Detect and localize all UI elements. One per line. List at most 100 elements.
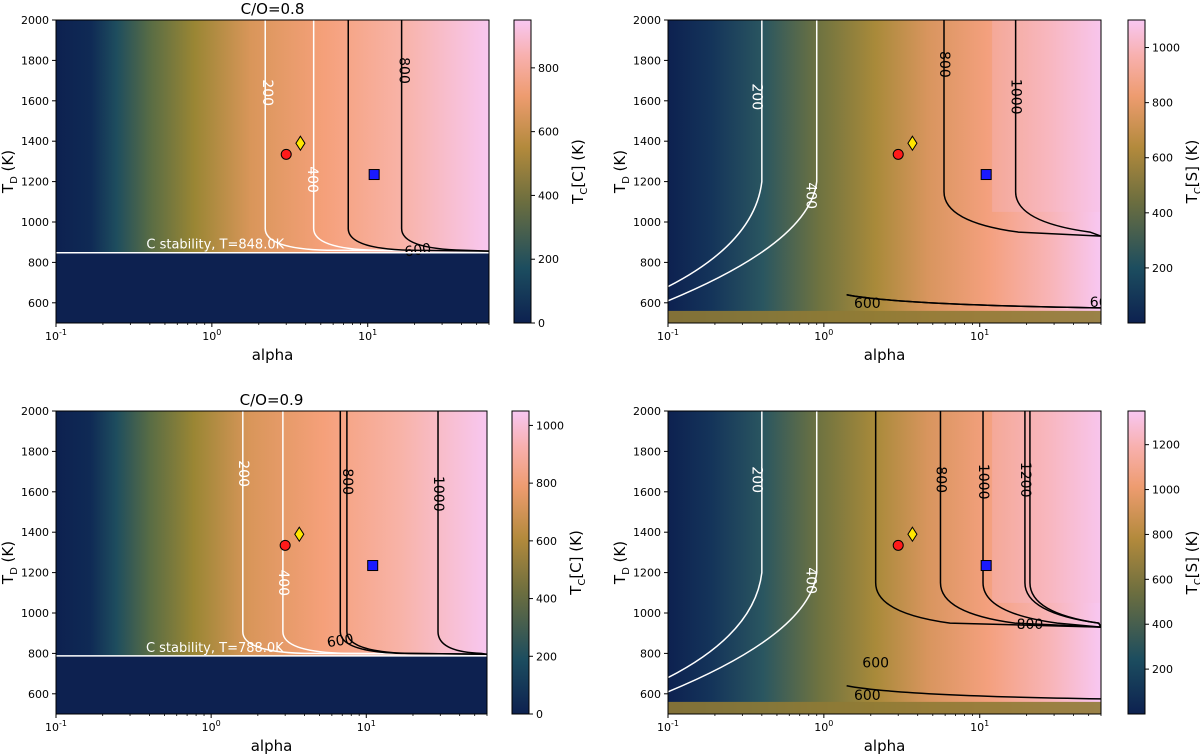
- contour-label-200: 200: [749, 466, 765, 493]
- contour-label-1000: 1000: [430, 476, 446, 512]
- panel-title: C/O=0.9: [240, 391, 304, 409]
- colorbar-tick-label: 1000: [1152, 484, 1180, 497]
- chart-panel-4: 200 400 600 600 800 800 1000 1200 600 800 1000 1200…: [611, 405, 1200, 754]
- y-tick-label: 800: [28, 647, 49, 660]
- y-tick-label: 600: [640, 297, 661, 310]
- heatmap-area: 200 400 600 600 800 800 1000 1200: [668, 411, 1101, 714]
- y-tick-label: 1400: [21, 135, 49, 148]
- low-td-band: [668, 310, 1101, 323]
- heatmap-fill: [668, 411, 1101, 714]
- contour-line-200: [668, 20, 763, 288]
- contour-label-800: 800: [936, 51, 952, 78]
- contour-label-200: 200: [259, 79, 275, 106]
- colorbar-label: TC[S] (K): [1183, 140, 1200, 205]
- marker-square: [368, 169, 380, 181]
- colorbar-tick-label: 200: [536, 650, 557, 663]
- contour-line-400: [282, 411, 487, 655]
- y-tick-label: 1000: [633, 607, 661, 620]
- colorbar-tick-label: 800: [1152, 528, 1173, 541]
- y-tick-label: 2000: [21, 14, 49, 27]
- contour-line-200: [668, 411, 763, 679]
- colorbar-tick-label: 600: [1152, 573, 1173, 586]
- stability-band: [56, 655, 487, 714]
- marker-square: [980, 560, 992, 572]
- y-axis-label: TD (K): [611, 541, 632, 585]
- contour-label-400: 400: [275, 569, 291, 596]
- x-tick-label: 100: [814, 719, 833, 734]
- contour-line-400: [668, 411, 818, 693]
- contour-label-800: 800: [1017, 617, 1044, 633]
- contour-line-400: [668, 20, 818, 302]
- x-tick-label: 10-1: [45, 719, 67, 734]
- colorbar-tick-label: 400: [538, 189, 559, 202]
- plot-frame: [55, 410, 488, 715]
- y-tick-label: 1000: [633, 216, 661, 229]
- y-tick-label: 1000: [21, 607, 49, 620]
- x-tick-label: 100: [202, 719, 221, 734]
- contour-line-600: [347, 20, 489, 252]
- colorbar-gradient: [511, 410, 530, 715]
- contour-label-600: 600: [854, 688, 881, 704]
- colorbar-tick-label: 0: [538, 317, 545, 330]
- marker-square: [367, 560, 379, 572]
- contour-label-1000: 1000: [1008, 79, 1024, 115]
- high-td-region: [992, 411, 1101, 603]
- colorbar: 0 200 400 600 800 TC[C] (K): [513, 19, 590, 330]
- y-axis-label: TD (K): [0, 150, 20, 194]
- colorbar-gradient: [1127, 410, 1146, 715]
- y-tick-label: 1400: [633, 526, 661, 539]
- colorbar-gradient: [1127, 19, 1146, 324]
- heatmap-fill: [668, 20, 1101, 323]
- x-tick-label: 10-1: [45, 328, 67, 343]
- y-tick-label: 600: [28, 297, 49, 310]
- plot-frame: [667, 410, 1102, 715]
- marker-diamond: [907, 135, 918, 152]
- y-tick-label: 2000: [21, 405, 49, 418]
- contour-label-800: 800: [396, 57, 412, 84]
- marker-circle: [280, 148, 292, 160]
- colorbar-label: TC[S] (K): [1183, 531, 1200, 596]
- contour-line-1200: [1024, 411, 1101, 628]
- y-tick-label: 1800: [633, 54, 661, 67]
- contour-line-800: [400, 20, 489, 252]
- contour-label-200: 200: [235, 460, 251, 487]
- y-tick-label: 800: [640, 256, 661, 269]
- contour-label-400: 400: [802, 567, 818, 594]
- heatmap-area: 200 400 600 800 1000 60: [668, 20, 1101, 323]
- x-tick-label: 101: [970, 719, 989, 734]
- x-axis-label: alpha: [864, 346, 906, 364]
- contour-label-800: 800: [932, 466, 948, 493]
- y-tick-label: 600: [640, 688, 661, 701]
- x-tick-label: 101: [357, 719, 376, 734]
- stability-band: [56, 252, 489, 323]
- y-tick-label: 2000: [633, 14, 661, 27]
- plot-frame: [667, 19, 1102, 324]
- marker-circle: [279, 539, 291, 551]
- colorbar: 0 200 400 600 800 1000 TC[C] (K): [511, 410, 588, 721]
- y-tick-label: 1000: [21, 216, 49, 229]
- contour-line-800: [943, 20, 1101, 237]
- colorbar-tick-label: 400: [1152, 618, 1173, 631]
- colorbar-tick-label: 0: [536, 708, 543, 721]
- contour-label-600: 600: [854, 296, 881, 312]
- marker-diamond: [294, 526, 305, 543]
- colorbar-tick-label: 400: [536, 593, 557, 606]
- x-axis-label: alpha: [251, 737, 293, 754]
- colorbar-tick-label: 1000: [1152, 42, 1180, 55]
- contour-line-600: [846, 684, 1101, 700]
- x-tick-label: 101: [970, 328, 989, 343]
- chart-panel-1: 200 400 600 800 C stability, T=848.0K 600 800 1…: [0, 0, 590, 364]
- contour-line-60: [846, 293, 1101, 309]
- y-axis-label: TD (K): [611, 150, 632, 194]
- y-tick-label: 1200: [633, 567, 661, 580]
- y-tick-label: 1600: [633, 486, 661, 499]
- marker-circle: [892, 539, 904, 551]
- contour-line-200: [264, 20, 489, 252]
- y-tick-label: 1200: [21, 567, 49, 580]
- contour-label-800: 800: [339, 468, 355, 495]
- marker-diamond: [295, 135, 306, 152]
- y-tick-label: 1200: [633, 176, 661, 189]
